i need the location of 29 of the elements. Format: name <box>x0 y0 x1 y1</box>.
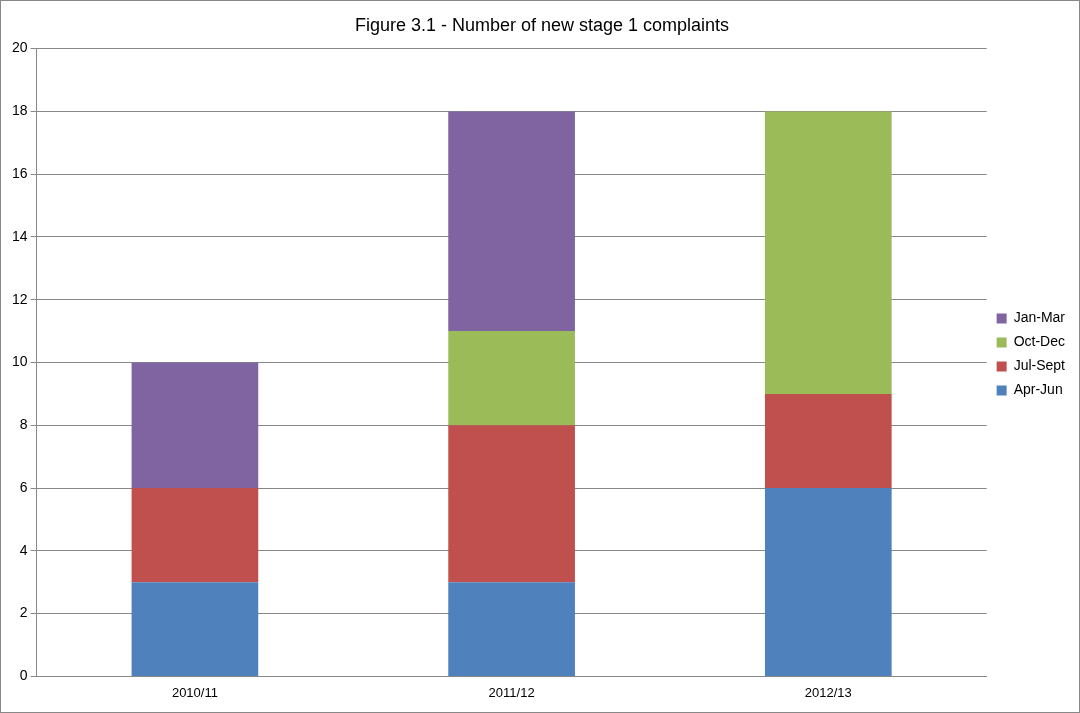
y-tick-label: 4 <box>19 541 28 558</box>
y-tick-label: 12 <box>11 290 28 307</box>
bar <box>131 488 259 583</box>
bar <box>764 111 892 394</box>
y-tick-label: 18 <box>11 102 28 119</box>
y-tick-label: 20 <box>11 39 28 56</box>
legend-label: Jan-Mar <box>1013 309 1066 326</box>
bar <box>448 331 575 426</box>
bar <box>764 393 892 489</box>
x-tick-label: 2011/12 <box>488 684 535 700</box>
bar <box>131 362 259 489</box>
x-tick-label: 2010/11 <box>171 684 218 700</box>
legend-label: Jul-Sept <box>1013 357 1066 374</box>
x-tick-label: 2012/13 <box>804 684 852 700</box>
y-tick-label: 2 <box>19 604 28 621</box>
bar <box>131 582 259 676</box>
y-tick-label: 14 <box>11 227 28 244</box>
bar <box>764 488 892 676</box>
legend-label: Oct-Dec <box>1013 333 1065 350</box>
bar <box>448 425 575 583</box>
bar <box>448 111 575 332</box>
y-tick-label: 6 <box>19 478 28 495</box>
chart-title: Figure 3.1 - Number of new stage 1 complaints <box>354 14 730 35</box>
y-tick-label: 16 <box>11 165 28 182</box>
bar <box>448 582 575 676</box>
y-tick-label: 8 <box>19 416 28 433</box>
legend-label: Apr-Jun <box>1013 381 1063 398</box>
y-tick-label: 10 <box>11 353 28 370</box>
y-tick-label: 0 <box>19 667 28 684</box>
